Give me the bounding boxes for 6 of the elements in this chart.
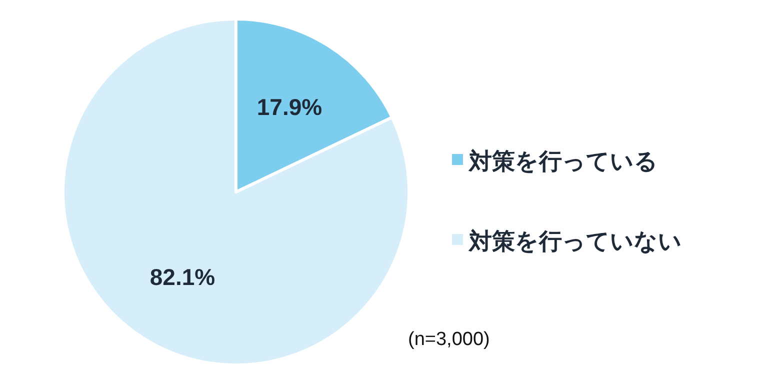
- pie-slice: [62, 18, 410, 366]
- text: (n=3,000): [408, 329, 490, 350]
- data-label: 82.1%: [150, 264, 216, 290]
- data-label: 17.9%: [256, 94, 322, 120]
- legend-label: 対策を行っていない: [468, 228, 682, 254]
- legend-label: 対策を行っている: [468, 148, 658, 174]
